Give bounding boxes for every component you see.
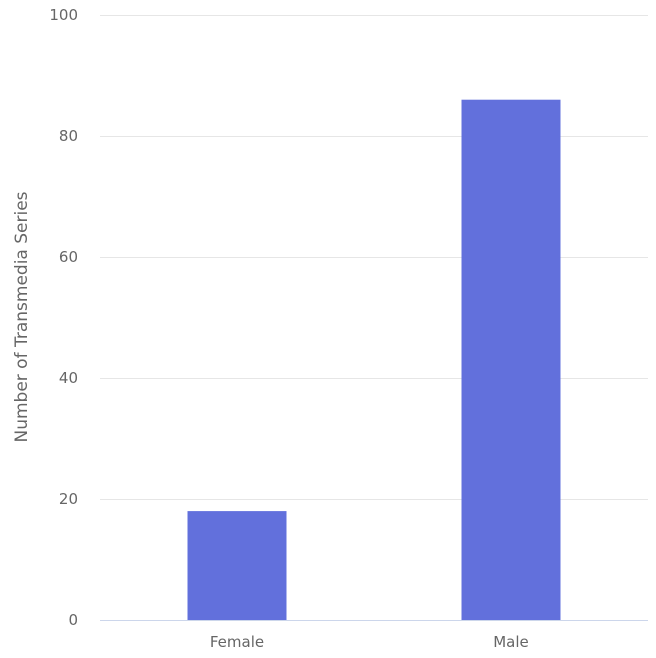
bars: [187, 99, 561, 620]
grid-lines: [100, 15, 648, 500]
y-axis-title: Number of Transmedia Series: [12, 191, 32, 442]
y-axis-ticks: 0 20 40 60 80 100: [49, 6, 78, 629]
y-tick-label: 20: [59, 490, 78, 508]
y-tick-label: 100: [49, 6, 78, 24]
x-axis-ticks: Female Male: [100, 620, 648, 651]
x-tick-label: Female: [210, 633, 264, 651]
bar-female[interactable]: [187, 511, 287, 620]
y-tick-label: 0: [68, 611, 78, 629]
y-tick-label: 80: [59, 127, 78, 145]
x-tick-label: Male: [493, 633, 529, 651]
y-tick-label: 60: [59, 248, 78, 266]
bar-male[interactable]: [461, 99, 561, 620]
y-tick-label: 40: [59, 369, 78, 387]
